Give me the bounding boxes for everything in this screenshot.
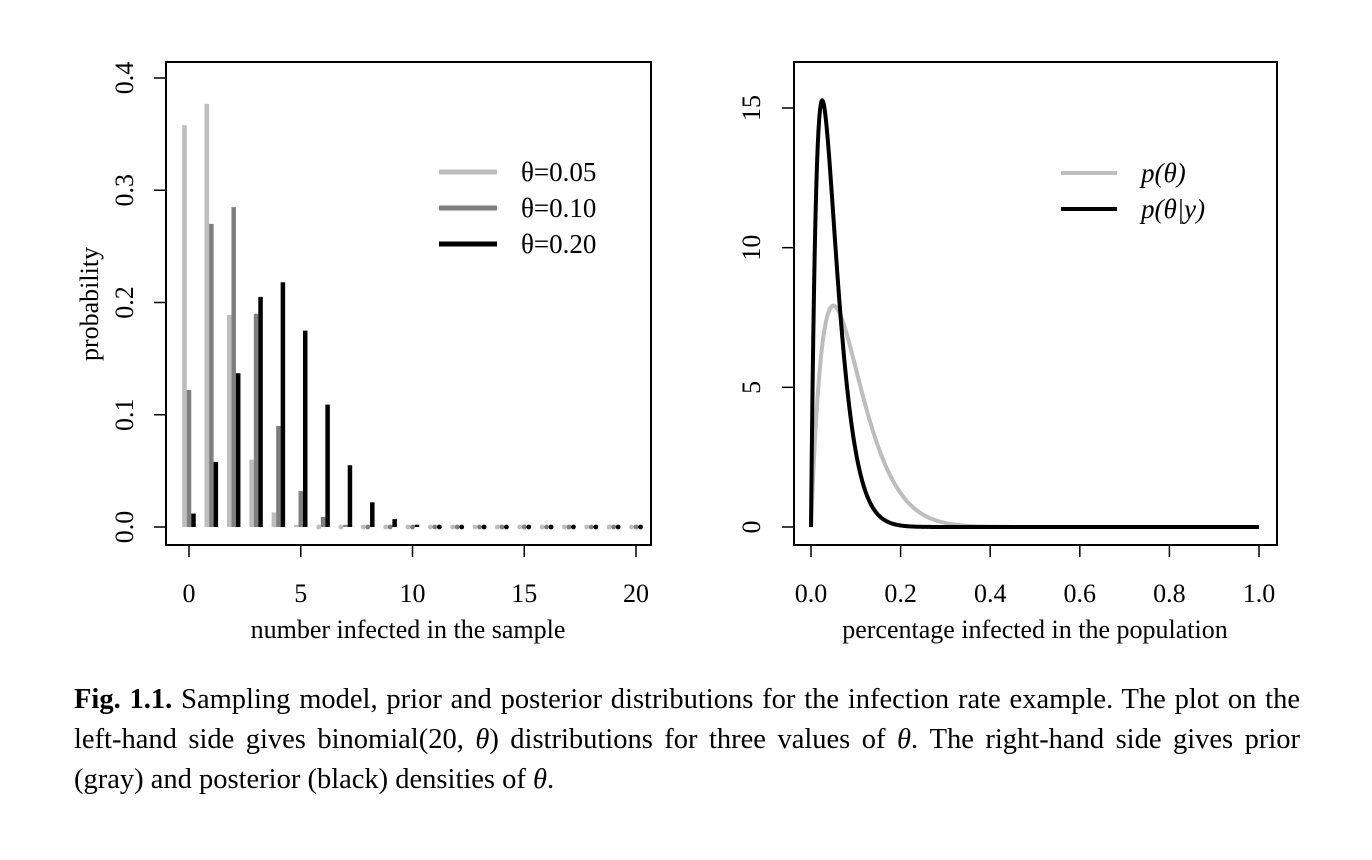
- bar-0-16: [539, 524, 545, 530]
- left-y-tick-label: 0.3: [110, 174, 139, 207]
- bar-1-16: [544, 524, 549, 530]
- bar-2-17: [571, 524, 576, 530]
- bar-0-9: [383, 524, 389, 530]
- bar-0-20: [629, 524, 634, 530]
- bar-1-9: [387, 524, 393, 530]
- left-x-tick-label: 10: [400, 579, 426, 608]
- bar-0-12: [450, 524, 456, 530]
- caption-theta-2: θ: [896, 724, 911, 755]
- bar-2-19: [615, 524, 621, 530]
- left-x-tick-label: 20: [623, 579, 649, 608]
- left-x-tick-label: 15: [511, 579, 537, 608]
- bar-0-8: [360, 524, 366, 530]
- bar-2-12: [459, 524, 465, 530]
- bar-1-18: [588, 524, 594, 530]
- right-x-tick-label: 0.4: [974, 579, 1007, 608]
- figure: 0 5 10 15 20 0.0 0.1 0.2 0.3 0.4 number infected…: [75, 61, 1278, 644]
- bar-0-14: [495, 524, 500, 530]
- bar-0-10: [405, 524, 411, 530]
- left-bars: [182, 103, 643, 530]
- figure-caption: Fig. 1.1. Sampling model, prior and post…: [74, 680, 1300, 800]
- bar-2-16: [548, 524, 554, 530]
- left-y-axis: 0.0 0.1 0.2 0.3 0.4: [110, 62, 167, 544]
- bar-1-14: [499, 524, 505, 530]
- density-curve-1: [809, 98, 1261, 529]
- left-x-tick-label: 5: [294, 579, 307, 608]
- bar-0-7: [338, 524, 344, 530]
- right-y-tick-label: 5: [737, 381, 766, 394]
- bar-1-19: [611, 524, 617, 530]
- right-x-tick-label: 0.2: [884, 579, 917, 608]
- left-legend-label: θ=0.10: [521, 193, 596, 223]
- bar-2-14: [504, 524, 509, 530]
- left-legend-label: θ=0.20: [521, 229, 596, 259]
- left-y-tick-label: 0.0: [110, 511, 139, 544]
- left-chart: 0 5 10 15 20 0.0 0.1 0.2 0.3 0.4 number infected…: [75, 61, 652, 644]
- caption-text-4: .: [547, 764, 555, 795]
- bar-1-12: [454, 524, 460, 530]
- right-legend: p(θ) p(θ|y): [1061, 158, 1205, 224]
- caption-text-1: Sampling model, prior and posterior dist…: [74, 684, 1300, 755]
- bar-0-6: [316, 524, 321, 530]
- right-legend-label: p(θ|y): [1139, 194, 1205, 224]
- bar-1-15: [521, 524, 527, 530]
- density-curve-0: [809, 303, 1261, 529]
- right-x-tick-label: 0.6: [1064, 579, 1097, 608]
- bar-0-19: [606, 524, 612, 530]
- bar-2-15: [526, 524, 532, 530]
- bar-2-13: [481, 524, 487, 530]
- bar-1-17: [566, 524, 572, 530]
- right-legend-label: p(θ): [1139, 158, 1186, 188]
- left-y-label: probability: [75, 247, 104, 361]
- bar-1-11: [432, 524, 438, 530]
- right-y-tick-label: 0: [737, 521, 766, 534]
- bar-0-17: [562, 524, 567, 530]
- bar-1-20: [633, 524, 639, 530]
- right-x-label: percentage infected in the population: [842, 615, 1228, 644]
- left-y-tick-label: 0.4: [110, 62, 139, 95]
- left-y-tick-label: 0.2: [110, 286, 139, 319]
- bar-0-11: [427, 524, 433, 530]
- bar-2-18: [593, 524, 599, 530]
- left-x-axis: 0 5 10 15 20: [183, 544, 649, 608]
- left-legend: θ=0.05 θ=0.10 θ=0.20: [439, 157, 596, 259]
- caption-text-2: ) distributions for three values of: [489, 724, 897, 755]
- right-y-tick-label: 15: [737, 95, 766, 121]
- left-y-tick-label: 0.1: [110, 399, 139, 432]
- bar-1-8: [365, 524, 371, 530]
- bar-1-10: [410, 524, 415, 530]
- bar-1-13: [477, 524, 482, 530]
- bar-2-20: [638, 524, 643, 530]
- bar-0-13: [472, 524, 478, 530]
- right-x-tick-label: 0.0: [795, 579, 828, 608]
- right-y-axis: 0 5 10 15: [737, 95, 795, 534]
- caption-label: Fig. 1.1.: [74, 684, 173, 715]
- right-x-tick-label: 0.8: [1153, 579, 1186, 608]
- caption-theta-1: θ: [475, 724, 490, 755]
- bar-2-11: [436, 524, 442, 530]
- right-lines: [809, 98, 1261, 529]
- caption-theta-3: θ: [533, 764, 548, 795]
- right-x-axis: 0.0 0.2 0.4 0.6 0.8 1.0: [795, 544, 1276, 608]
- bar-0-18: [584, 524, 590, 530]
- bar-0-15: [517, 524, 523, 530]
- right-plot-frame: [793, 61, 1278, 546]
- right-y-tick-label: 10: [737, 235, 766, 261]
- left-x-label: number infected in the sample: [251, 615, 566, 644]
- right-x-tick-label: 1.0: [1243, 579, 1276, 608]
- right-chart: 0.0 0.2 0.4 0.6 0.8 1.0 0 5 10 15 percentage inf…: [737, 61, 1278, 644]
- left-x-tick-label: 0: [183, 579, 196, 608]
- caption-text-3: . The right-hand side gives prior (gray)…: [74, 724, 1301, 795]
- left-legend-label: θ=0.05: [521, 157, 596, 187]
